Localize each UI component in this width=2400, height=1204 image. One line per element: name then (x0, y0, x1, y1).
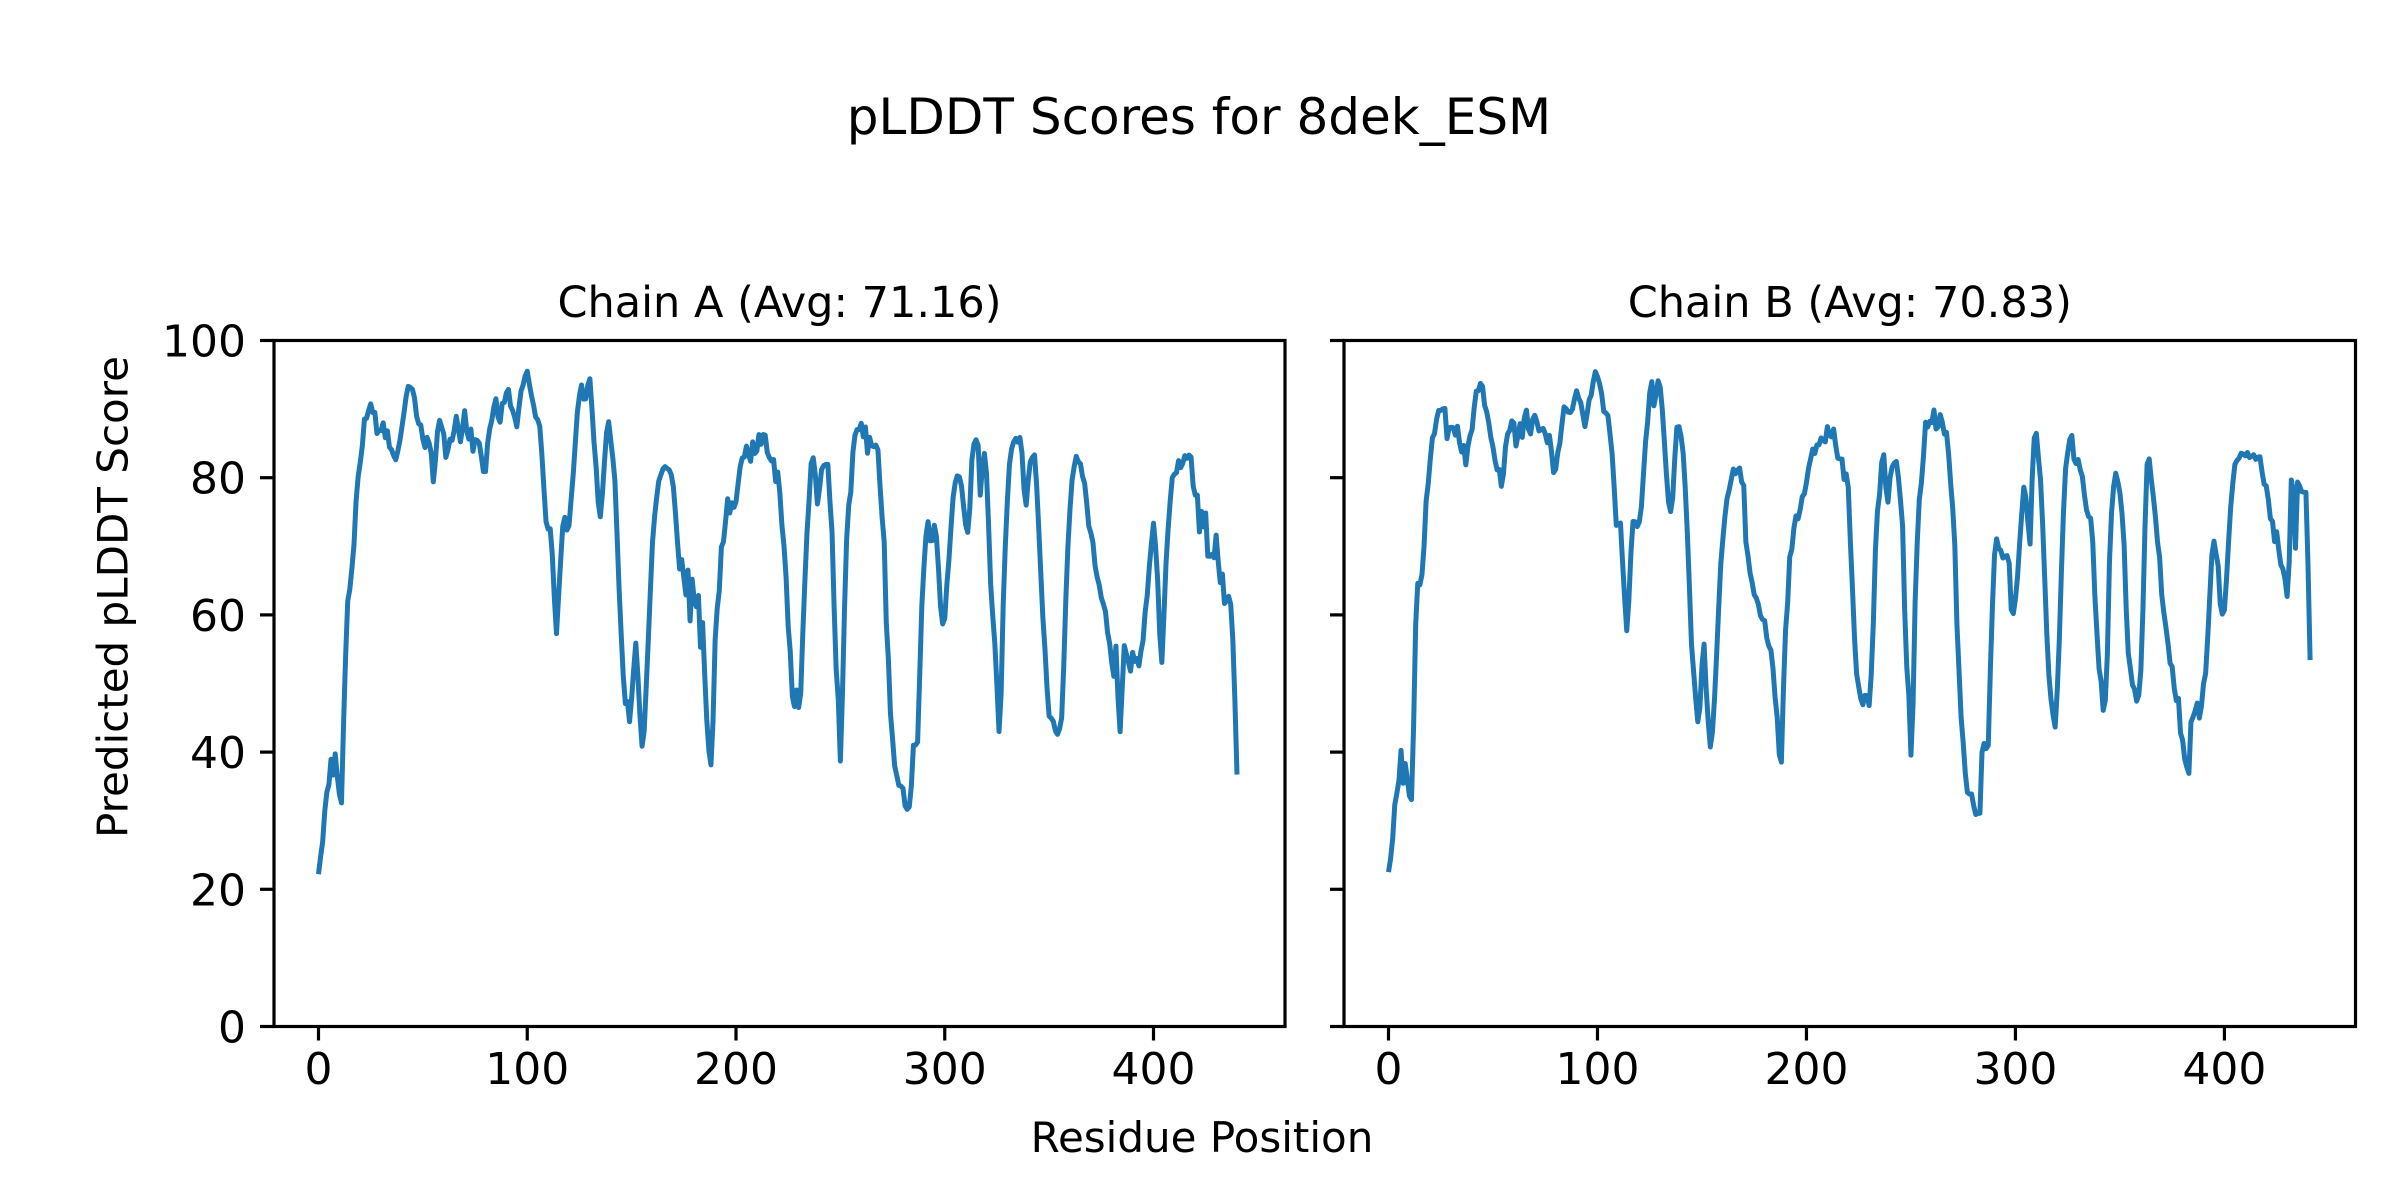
x-tick-label: 0 (1375, 1044, 1403, 1095)
x-tick-label: 200 (694, 1044, 778, 1095)
y-axis-label: Predicted pLDDT Score (89, 356, 138, 838)
subplot-b-frame (1342, 338, 2358, 1029)
y-tick-label: 80 (190, 454, 246, 505)
figure-title: pLDDT Scores for 8dek_ESM (847, 88, 1551, 146)
x-tick-label: 300 (903, 1044, 987, 1095)
y-tick-label: 40 (190, 728, 246, 779)
chain-b-plddt-line (1386, 369, 2313, 873)
subplot-a-ticks: 0 100 200 300 400 0 20 40 60 80 100 (162, 317, 1195, 1096)
subplot-chain-a: Chain A (Avg: 71.16) 0 100 200 300 400 0 20 40 6… (162, 278, 1287, 1096)
y-tick-label: 20 (190, 865, 246, 916)
subplot-a-frame (272, 338, 1287, 1029)
x-tick-label: 0 (305, 1044, 333, 1095)
x-tick-label: 400 (1112, 1044, 1196, 1095)
y-tick-label: 60 (190, 591, 246, 642)
x-tick-label: 100 (1555, 1044, 1639, 1095)
subplot-a-title: Chain A (Avg: 71.16) (557, 278, 1001, 328)
y-tick-label: 0 (218, 1003, 246, 1054)
chain-a-plddt-line (316, 368, 1240, 875)
subplot-b-ticks: 0 100 200 300 400 (1330, 338, 2266, 1095)
x-tick-label: 100 (485, 1044, 569, 1095)
x-tick-label: 200 (1764, 1044, 1848, 1095)
x-axis-label: Residue Position (1031, 1113, 1374, 1162)
subplot-chain-b: Chain B (Avg: 70.83) 0 100 200 300 400 (1330, 278, 2358, 1095)
y-tick-label: 100 (162, 317, 246, 368)
subplot-b-title: Chain B (Avg: 70.83) (1628, 278, 2072, 328)
x-tick-label: 300 (1973, 1044, 2057, 1095)
x-tick-label: 400 (2182, 1044, 2266, 1095)
